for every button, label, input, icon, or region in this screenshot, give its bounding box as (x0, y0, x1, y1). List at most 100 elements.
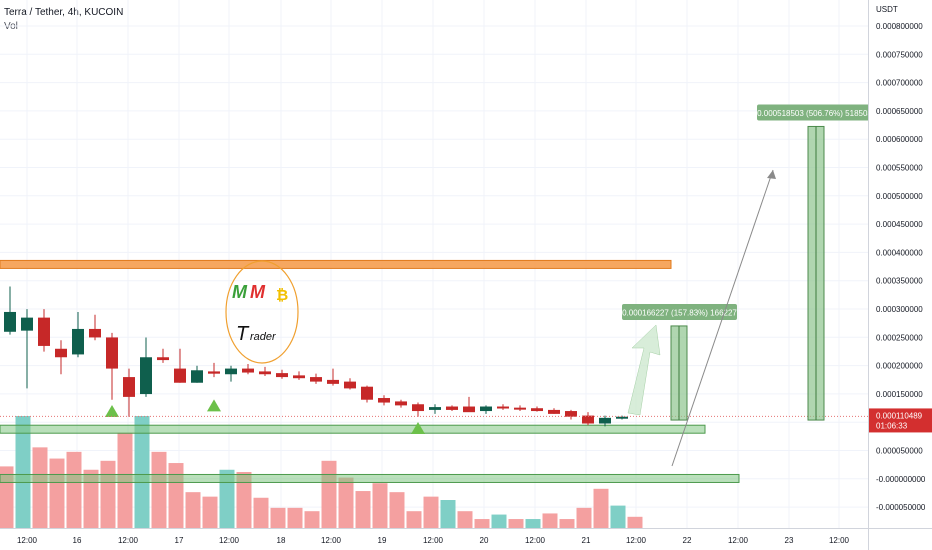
price-tick-label: 0.000050000 (876, 447, 923, 456)
candle-body[interactable] (157, 357, 169, 361)
candle-body[interactable] (21, 317, 33, 331)
time-tick-label: 12:00 (525, 536, 546, 545)
candle-body[interactable] (565, 411, 577, 417)
bitcoin-icon: ₿ (276, 287, 288, 304)
candle-body[interactable] (174, 368, 186, 383)
volume-bar (32, 447, 48, 528)
projection-label-box (622, 303, 737, 320)
volume-bar (49, 458, 65, 528)
candle-body[interactable] (599, 417, 611, 424)
volume-bar (134, 416, 150, 528)
volume-bar (338, 477, 354, 528)
volume-bar (321, 460, 337, 528)
level-zone-support-2[interactable] (0, 473, 740, 483)
candle-body[interactable] (89, 328, 101, 338)
volume-bar (474, 519, 490, 528)
candle-body[interactable] (463, 406, 475, 413)
time-tick-label: 12:00 (829, 536, 850, 545)
logo-letter-m-green: M (232, 282, 248, 302)
volume-bar (610, 505, 626, 528)
price-tick-label: 0.000500000 (876, 192, 923, 201)
symbol-label[interactable]: Terra / Tether, 4h, KUCOIN (4, 7, 124, 18)
time-tick-label: 19 (378, 536, 387, 545)
level-zone-resistance[interactable] (0, 259, 672, 269)
projection-arrow-thin (671, 169, 774, 467)
volume-bar (423, 496, 439, 528)
candle-body[interactable] (344, 381, 356, 389)
level-zone-support-1[interactable] (0, 424, 706, 434)
candle-body[interactable] (361, 386, 373, 400)
volume-bar (593, 488, 609, 528)
price-tick-label: -0.000000000 (876, 475, 926, 484)
price-tick-label: 0.000150000 (876, 390, 923, 399)
time-tick-label: 23 (785, 536, 794, 545)
candle-body[interactable] (480, 406, 492, 412)
volume-bar (355, 491, 371, 528)
projection-label: 0.000518503 (506.76%) 518503 (757, 109, 872, 118)
volume-bar (457, 511, 473, 528)
volume-bar (372, 483, 388, 528)
candle-body[interactable] (293, 375, 305, 379)
candle-body[interactable] (582, 415, 594, 424)
candle-body[interactable] (191, 370, 203, 383)
candle-body[interactable] (310, 377, 322, 382)
candle-body[interactable] (514, 407, 526, 410)
candle-body[interactable] (123, 377, 135, 397)
price-tick-label: 0.000400000 (876, 248, 923, 257)
candle-body[interactable] (4, 311, 16, 332)
price-tag-countdown: 01:06:33 (876, 421, 908, 430)
time-tick-label: 16 (73, 536, 82, 545)
volume-bar (559, 519, 575, 528)
candle-body[interactable] (38, 317, 50, 346)
candle-body[interactable] (395, 401, 407, 406)
candle-body[interactable] (327, 379, 339, 384)
volume-bar (253, 497, 269, 528)
logo-letter-t: T (236, 323, 250, 345)
time-tick-label: 18 (277, 536, 286, 545)
volume-bar (66, 451, 82, 528)
arrowhead (767, 170, 776, 179)
price-tick-label: 0.000800000 (876, 22, 923, 31)
time-tick-label: 22 (683, 536, 692, 545)
candle-body[interactable] (412, 404, 424, 412)
price-tick-label: 0.000200000 (876, 362, 923, 371)
volume-bar (542, 513, 558, 528)
candle-body[interactable] (378, 398, 390, 403)
time-tick-label: 12:00 (626, 536, 647, 545)
volume-bar (627, 516, 643, 528)
price-tick-label: 0.000250000 (876, 333, 923, 342)
candle-body[interactable] (140, 357, 152, 395)
price-tick-label: 0.000700000 (876, 79, 923, 88)
time-tick-label: 12:00 (17, 536, 38, 545)
candle-body[interactable] (548, 409, 560, 414)
time-tick-label: 17 (175, 536, 184, 545)
candle-body[interactable] (55, 348, 67, 358)
price-tick-label: 0.000750000 (876, 50, 923, 59)
trader-logo-circle (225, 260, 299, 364)
candle-body[interactable] (208, 371, 220, 374)
projection-label-box (757, 104, 872, 121)
volume-bar (168, 463, 184, 528)
candle-body[interactable] (616, 416, 628, 419)
candle-body[interactable] (531, 408, 543, 412)
buy-signal-triangle (207, 399, 221, 412)
candle-body[interactable] (446, 406, 458, 410)
candle-body[interactable] (429, 407, 441, 410)
volume-bar (100, 460, 116, 528)
candle-body[interactable] (72, 328, 84, 355)
candle-body[interactable] (106, 337, 118, 369)
candle-body[interactable] (497, 406, 509, 409)
time-tick-label: 12:00 (423, 536, 444, 545)
volume-bar (151, 451, 167, 528)
price-axis-unit: USDT (876, 5, 898, 14)
candle-body[interactable] (259, 371, 271, 375)
price-tick-label: 0.000450000 (876, 220, 923, 229)
candle-body[interactable] (276, 373, 288, 378)
volume-bar (525, 519, 541, 528)
candle-body[interactable] (242, 368, 254, 373)
projection-arrow-wide (627, 324, 661, 416)
volume-bar (185, 492, 201, 528)
candle-body[interactable] (225, 368, 237, 375)
